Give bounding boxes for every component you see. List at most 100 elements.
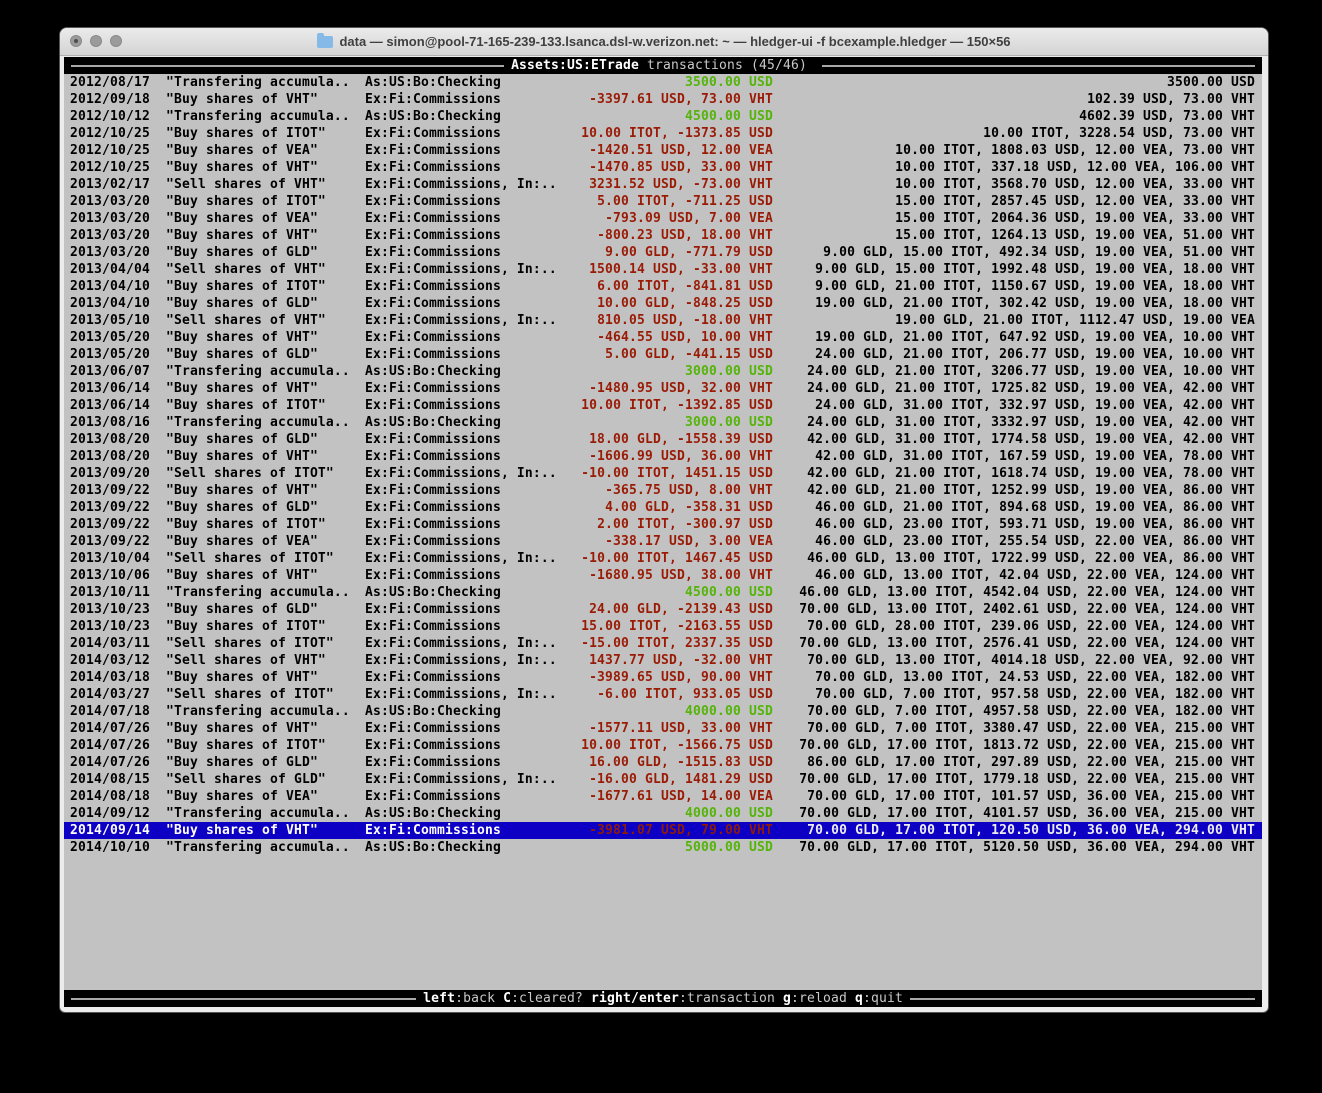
- transaction-row[interactable]: 2013/09/20 "Sell shares of ITOT" Ex:Fi:C…: [64, 465, 1262, 482]
- transaction-other-accounts: As:US:Bo:Checking: [365, 364, 501, 379]
- close-button[interactable]: [70, 35, 82, 47]
- transaction-balance: 24.00 GLD, 31.00 ITOT, 3332.97 USD, 19.0…: [807, 415, 1255, 430]
- transaction-row[interactable]: 2012/09/18 "Buy shares of VHT" Ex:Fi:Com…: [64, 91, 1262, 108]
- transaction-description: "Sell shares of VHT": [166, 177, 326, 192]
- transaction-change: 3000.00 USD: [685, 415, 773, 430]
- transaction-row[interactable]: 2012/10/25 "Buy shares of VEA" Ex:Fi:Com…: [64, 142, 1262, 159]
- titlebar[interactable]: data — simon@pool-71-165-239-133.lsanca.…: [60, 28, 1268, 56]
- transaction-date: 2014/08/15: [70, 772, 150, 787]
- transaction-change: 24.00 GLD, -2139.43 USD: [589, 602, 773, 617]
- transaction-row[interactable]: 2013/04/10 "Buy shares of ITOT" Ex:Fi:Co…: [64, 278, 1262, 295]
- transaction-date: 2014/03/18: [70, 670, 150, 685]
- footer-rule-left: [71, 997, 417, 1000]
- transaction-other-accounts: Ex:Fi:Commissions: [365, 228, 501, 243]
- transaction-row[interactable]: 2013/03/20 "Buy shares of GLD" Ex:Fi:Com…: [64, 244, 1262, 261]
- transaction-row[interactable]: 2014/09/14 "Buy shares of VHT" Ex:Fi:Com…: [64, 822, 1262, 839]
- transaction-row[interactable]: 2013/08/16 "Transfering accumula.. As:US…: [64, 414, 1262, 431]
- transaction-row[interactable]: 2013/09/22 "Buy shares of VHT" Ex:Fi:Com…: [64, 482, 1262, 499]
- transaction-other-accounts: As:US:Bo:Checking: [365, 806, 501, 821]
- transaction-row[interactable]: 2014/03/27 "Sell shares of ITOT" Ex:Fi:C…: [64, 686, 1262, 703]
- transaction-description: "Buy shares of VHT": [166, 330, 318, 345]
- transaction-description: "Transfering accumula..: [166, 364, 350, 379]
- transaction-row[interactable]: 2013/03/20 "Buy shares of VEA" Ex:Fi:Com…: [64, 210, 1262, 227]
- transaction-row[interactable]: 2013/04/04 "Sell shares of VHT" Ex:Fi:Co…: [64, 261, 1262, 278]
- fullscreen-button[interactable]: [110, 35, 122, 47]
- transaction-balance: 15.00 ITOT, 2857.45 USD, 12.00 VEA, 33.0…: [895, 194, 1255, 209]
- screen-title-mode: transactions (45/46): [639, 58, 815, 73]
- transaction-row[interactable]: 2013/10/23 "Buy shares of ITOT" Ex:Fi:Co…: [64, 618, 1262, 635]
- transaction-description: "Transfering accumula..: [166, 840, 350, 855]
- transaction-row[interactable]: 2012/10/12 "Transfering accumula.. As:US…: [64, 108, 1262, 125]
- transaction-row[interactable]: 2013/10/06 "Buy shares of VHT" Ex:Fi:Com…: [64, 567, 1262, 584]
- transaction-date: 2014/09/12: [70, 806, 150, 821]
- transaction-date: 2013/03/20: [70, 245, 150, 260]
- transaction-row[interactable]: 2013/09/22 "Buy shares of VEA" Ex:Fi:Com…: [64, 533, 1262, 550]
- terminal-window: data — simon@pool-71-165-239-133.lsanca.…: [60, 28, 1268, 1012]
- transaction-row[interactable]: 2013/09/22 "Buy shares of ITOT" Ex:Fi:Co…: [64, 516, 1262, 533]
- transaction-change: -1480.95 USD, 32.00 VHT: [589, 381, 773, 396]
- transaction-description: "Transfering accumula..: [166, 415, 350, 430]
- transaction-row[interactable]: 2013/05/20 "Buy shares of GLD" Ex:Fi:Com…: [64, 346, 1262, 363]
- transaction-row[interactable]: 2013/09/22 "Buy shares of GLD" Ex:Fi:Com…: [64, 499, 1262, 516]
- transaction-balance: 10.00 ITOT, 3568.70 USD, 12.00 VEA, 33.0…: [895, 177, 1255, 192]
- transaction-row[interactable]: 2014/10/10 "Transfering accumula.. As:US…: [64, 839, 1262, 856]
- transaction-change: 5.00 ITOT, -711.25 USD: [597, 194, 773, 209]
- transaction-row[interactable]: 2014/09/12 "Transfering accumula.. As:US…: [64, 805, 1262, 822]
- transaction-description: "Buy shares of ITOT": [166, 517, 326, 532]
- transaction-row[interactable]: 2013/03/20 "Buy shares of ITOT" Ex:Fi:Co…: [64, 193, 1262, 210]
- transaction-row[interactable]: 2013/10/23 "Buy shares of GLD" Ex:Fi:Com…: [64, 601, 1262, 618]
- transaction-row[interactable]: 2014/08/15 "Sell shares of GLD" Ex:Fi:Co…: [64, 771, 1262, 788]
- transaction-other-accounts: Ex:Fi:Commissions: [365, 279, 501, 294]
- transaction-description: "Buy shares of ITOT": [166, 398, 326, 413]
- transaction-row[interactable]: 2014/07/26 "Buy shares of ITOT" Ex:Fi:Co…: [64, 737, 1262, 754]
- transaction-other-accounts: Ex:Fi:Commissions, In:..: [365, 772, 557, 787]
- terminal-screen: Assets:US:ETrade transactions (45/46) 20…: [64, 57, 1262, 1007]
- transaction-row[interactable]: 2013/06/14 "Buy shares of ITOT" Ex:Fi:Co…: [64, 397, 1262, 414]
- transaction-balance: 42.00 GLD, 21.00 ITOT, 1252.99 USD, 19.0…: [807, 483, 1255, 498]
- transaction-row[interactable]: 2014/08/18 "Buy shares of VEA" Ex:Fi:Com…: [64, 788, 1262, 805]
- transaction-balance: 15.00 ITOT, 2064.36 USD, 19.00 VEA, 33.0…: [895, 211, 1255, 226]
- transaction-other-accounts: Ex:Fi:Commissions: [365, 160, 501, 175]
- transaction-other-accounts: Ex:Fi:Commissions: [365, 789, 501, 804]
- transaction-change: -10.00 ITOT, 1467.45 USD: [581, 551, 773, 566]
- transaction-change: 4000.00 USD: [685, 704, 773, 719]
- transaction-balance: 70.00 GLD, 13.00 ITOT, 4014.18 USD, 22.0…: [807, 653, 1255, 668]
- transaction-balance: 10.00 ITOT, 1808.03 USD, 12.00 VEA, 73.0…: [895, 143, 1255, 158]
- transaction-balance: 70.00 GLD, 7.00 ITOT, 957.58 USD, 22.00 …: [815, 687, 1255, 702]
- transaction-other-accounts: Ex:Fi:Commissions: [365, 517, 501, 532]
- transaction-date: 2013/05/10: [70, 313, 150, 328]
- transaction-row[interactable]: 2013/08/20 "Buy shares of VHT" Ex:Fi:Com…: [64, 448, 1262, 465]
- transaction-row[interactable]: 2014/03/11 "Sell shares of ITOT" Ex:Fi:C…: [64, 635, 1262, 652]
- transaction-description: "Transfering accumula..: [166, 585, 350, 600]
- transaction-balance: 70.00 GLD, 17.00 ITOT, 120.50 USD, 36.00…: [807, 823, 1255, 838]
- transaction-description: "Buy shares of GLD": [166, 602, 318, 617]
- transaction-row[interactable]: 2013/08/20 "Buy shares of GLD" Ex:Fi:Com…: [64, 431, 1262, 448]
- transaction-row[interactable]: 2012/10/25 "Buy shares of VHT" Ex:Fi:Com…: [64, 159, 1262, 176]
- transaction-row[interactable]: 2014/07/26 "Buy shares of GLD" Ex:Fi:Com…: [64, 754, 1262, 771]
- transaction-change: -1420.51 USD, 12.00 VEA: [589, 143, 773, 158]
- transaction-row[interactable]: 2013/06/07 "Transfering accumula.. As:US…: [64, 363, 1262, 380]
- minimize-button[interactable]: [90, 35, 102, 47]
- transaction-row[interactable]: 2013/10/04 "Sell shares of ITOT" Ex:Fi:C…: [64, 550, 1262, 567]
- transaction-row[interactable]: 2014/03/18 "Buy shares of VHT" Ex:Fi:Com…: [64, 669, 1262, 686]
- transaction-row[interactable]: 2014/07/18 "Transfering accumula.. As:US…: [64, 703, 1262, 720]
- transaction-row[interactable]: 2013/03/20 "Buy shares of VHT" Ex:Fi:Com…: [64, 227, 1262, 244]
- transaction-row[interactable]: 2013/04/10 "Buy shares of GLD" Ex:Fi:Com…: [64, 295, 1262, 312]
- transaction-row[interactable]: 2013/10/11 "Transfering accumula.. As:US…: [64, 584, 1262, 601]
- transaction-other-accounts: Ex:Fi:Commissions, In:..: [365, 466, 557, 481]
- transaction-date: 2013/10/11: [70, 585, 150, 600]
- transaction-row[interactable]: 2012/08/17 "Transfering accumula.. As:US…: [64, 74, 1262, 91]
- transaction-row[interactable]: 2013/02/17 "Sell shares of VHT" Ex:Fi:Co…: [64, 176, 1262, 193]
- transaction-date: 2013/02/17: [70, 177, 150, 192]
- transaction-row[interactable]: 2014/03/12 "Sell shares of VHT" Ex:Fi:Co…: [64, 652, 1262, 669]
- transaction-row[interactable]: 2014/07/26 "Buy shares of VHT" Ex:Fi:Com…: [64, 720, 1262, 737]
- folder-icon: [317, 32, 334, 48]
- transaction-date: 2014/07/18: [70, 704, 150, 719]
- transaction-row[interactable]: 2012/10/25 "Buy shares of ITOT" Ex:Fi:Co…: [64, 125, 1262, 142]
- transaction-balance: 70.00 GLD, 13.00 ITOT, 2576.41 USD, 22.0…: [799, 636, 1255, 651]
- transaction-date: 2014/07/26: [70, 755, 150, 770]
- transaction-row[interactable]: 2013/06/14 "Buy shares of VHT" Ex:Fi:Com…: [64, 380, 1262, 397]
- transaction-row[interactable]: 2013/05/10 "Sell shares of VHT" Ex:Fi:Co…: [64, 312, 1262, 329]
- transaction-date: 2012/10/25: [70, 126, 150, 141]
- transaction-row[interactable]: 2013/05/20 "Buy shares of VHT" Ex:Fi:Com…: [64, 329, 1262, 346]
